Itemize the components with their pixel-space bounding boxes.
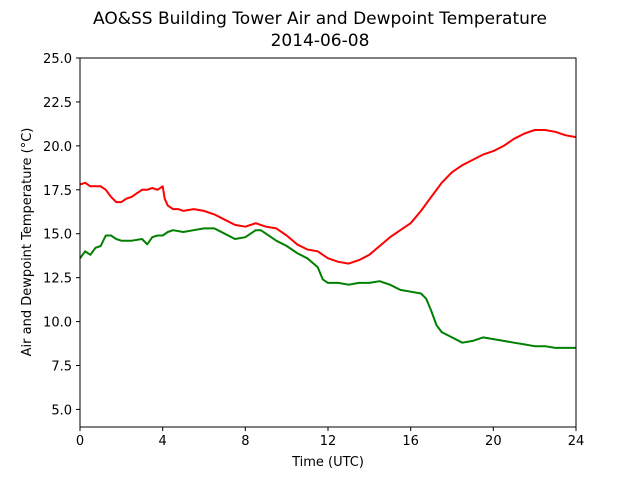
y-tick-label: 25.0 [43, 52, 72, 67]
x-tick-label: 12 [320, 434, 337, 449]
y-tick-label: 20.0 [43, 140, 72, 155]
x-tick-label: 20 [485, 434, 502, 449]
y-tick-label: 7.5 [51, 360, 72, 375]
y-tick-label: 10.0 [43, 316, 72, 331]
x-tick-label: 4 [159, 434, 167, 449]
x-tick-label: 24 [568, 434, 585, 449]
x-tick-label: 16 [402, 434, 419, 449]
plot-area: 0 4 8 12 16 20 24 5.0 7.5 10.0 12.5 15.0 17.5 20.0 22.… [43, 52, 584, 449]
y-tick-label: 17.5 [43, 184, 72, 199]
y-tick-label: 12.5 [43, 272, 72, 287]
x-tick-label: 0 [76, 434, 84, 449]
x-tick-label: 8 [241, 434, 249, 449]
chart-subtitle: 2014-06-08 [271, 31, 370, 51]
y-axis-label: Air and Dewpoint Temperature (°C) [20, 128, 35, 357]
y-tick-label: 5.0 [51, 403, 72, 418]
series-line-2 [79, 227, 576, 349]
series-line-1 [79, 129, 577, 265]
plot-frame [79, 57, 577, 428]
chart-title: AO&SS Building Tower Air and Dewpoint Te… [93, 9, 547, 29]
y-tick-label: 22.5 [43, 96, 72, 111]
x-axis-label: Time (UTC) [291, 455, 364, 470]
y-tick-label: 15.0 [43, 228, 72, 243]
